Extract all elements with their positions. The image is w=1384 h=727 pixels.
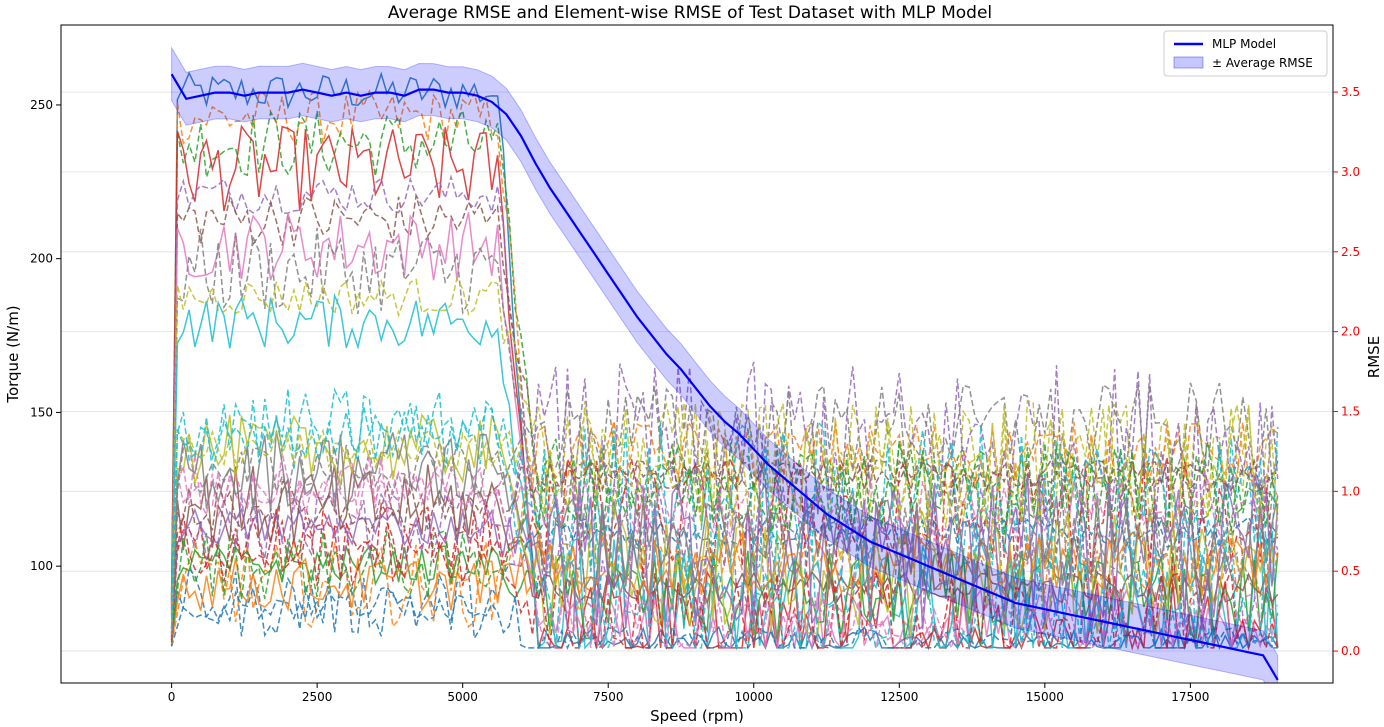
y-tick-label: 100 xyxy=(30,559,53,573)
x-tick-label: 17500 xyxy=(1171,690,1209,704)
elementwise-series-line xyxy=(170,212,1279,650)
right-y-tick-label: 0.0 xyxy=(1341,644,1360,658)
right-y-tick-label: 1.0 xyxy=(1341,484,1360,498)
elementwise-series-line xyxy=(170,399,1279,631)
legend: MLP Model ± Average RMSE xyxy=(1163,30,1328,77)
elementwise-series-line xyxy=(170,438,1279,643)
elementwise-series-line xyxy=(170,584,1278,651)
elementwise-series-line xyxy=(170,466,1279,635)
elementwise-series-line xyxy=(170,513,1279,647)
right-y-tick-label: 2.5 xyxy=(1341,245,1360,259)
elementwise-series-line xyxy=(170,452,1279,651)
right-y-tick-label: 2.0 xyxy=(1341,325,1360,339)
legend-box xyxy=(1163,30,1328,77)
y-tick-label: 200 xyxy=(30,252,53,266)
x-tick-label: 2500 xyxy=(302,690,333,704)
legend-label-average-rmse: ± Average RMSE xyxy=(1212,56,1313,70)
right-y-tick-label: 3.5 xyxy=(1341,85,1360,99)
elementwise-series-line xyxy=(170,174,1279,633)
elementwise-series-line xyxy=(170,430,1279,633)
legend-band-swatch xyxy=(1173,56,1204,69)
right-y-axis-ticks: 0.0 0.5 1.0 1.5 2.0 2.5 3.0 3.5 xyxy=(1333,85,1360,658)
right-y-tick-label: 0.5 xyxy=(1341,564,1360,578)
right-y-tick-label: 3.0 xyxy=(1341,165,1360,179)
average-rmse-band xyxy=(171,45,1279,683)
mlp-model-line-group xyxy=(170,73,1279,681)
x-tick-label: 12500 xyxy=(880,690,918,704)
chart-title: Average RMSE and Element-wise RMSE of Te… xyxy=(388,3,992,23)
y-tick-label: 250 xyxy=(30,98,53,112)
x-tick-label: 15000 xyxy=(1026,690,1064,704)
y-axis-title: Torque (N/m) xyxy=(4,305,22,403)
x-tick-label: 7500 xyxy=(593,690,624,704)
average-rmse-band-group xyxy=(171,45,1279,683)
right-y-axis-title: RMSE xyxy=(1365,336,1383,378)
elementwise-series-line xyxy=(170,401,1279,651)
mlp-model-line xyxy=(170,73,1279,681)
elementwise-series-line xyxy=(170,276,1279,616)
elementwise-series-line xyxy=(170,71,1279,651)
y-axis-ticks: 100 150 200 250 xyxy=(30,98,61,573)
elementwise-rmse-series xyxy=(170,71,1279,651)
x-tick-label: 0 xyxy=(168,690,176,704)
right-y-tick-label: 1.5 xyxy=(1341,404,1360,418)
elementwise-series-line xyxy=(170,458,1278,637)
y-tick-label: 150 xyxy=(30,405,53,419)
x-axis-ticks: 0 2500 5000 7500 10000 12500 15000 17500 xyxy=(168,683,1209,704)
x-tick-label: 10000 xyxy=(735,690,773,704)
plot-frame xyxy=(60,24,1334,684)
elementwise-series-line xyxy=(170,361,1279,639)
x-axis-title: Speed (rpm) xyxy=(650,707,744,725)
elementwise-series-line xyxy=(170,194,1279,608)
legend-label-mlp-model: MLP Model xyxy=(1212,37,1276,51)
x-tick-label: 5000 xyxy=(447,690,478,704)
